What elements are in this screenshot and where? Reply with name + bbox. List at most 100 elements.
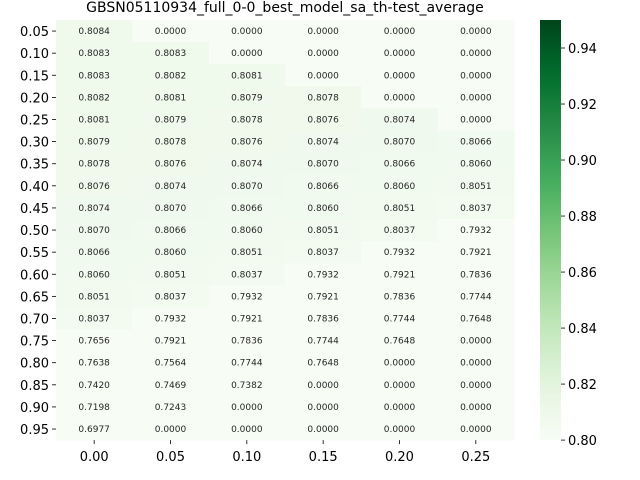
cell-label: 0.8074 (78, 204, 110, 214)
cell-label: 0.8066 (384, 160, 416, 170)
cell-label: 0.0000 (460, 71, 492, 81)
heatmap-cell (132, 307, 210, 331)
heatmap-cell (284, 395, 362, 419)
cell-label: 0.7932 (231, 292, 263, 302)
cell-label: 0.8070 (384, 138, 416, 148)
cell-label: 0.8066 (155, 226, 187, 236)
heatmap-cell (361, 329, 439, 353)
heatmap-cell (284, 196, 362, 220)
heatmap-cell (208, 42, 286, 65)
cell-label: 0.8074 (307, 138, 339, 148)
colorbar: 0.80 0.82 0.84 0.86 0.88 0.90 0.92 0.94 (540, 20, 597, 449)
heatmap-cell (361, 64, 439, 87)
heatmap-cell (208, 263, 286, 286)
heatmap-cell (208, 86, 286, 109)
cell-label: 0.8081 (155, 93, 187, 103)
heatmap-cell (361, 307, 439, 331)
heatmap-cell (56, 263, 133, 286)
heatmap-cell (284, 130, 362, 154)
cell-label: 0.0000 (460, 115, 492, 125)
cell-label: 0.7198 (78, 403, 110, 413)
cell-label: 0.8051 (307, 226, 339, 236)
heatmap-cell (208, 395, 286, 419)
heatmap-cell (208, 152, 286, 176)
y-tick-label: 0.55 (20, 246, 49, 261)
cell-label: 0.7243 (155, 403, 187, 413)
cell-label: 0.0000 (384, 381, 416, 391)
heatmap-cell (132, 174, 210, 198)
heatmap-cell (132, 417, 210, 441)
heatmap-cell (284, 64, 362, 87)
cell-label: 0.8078 (307, 93, 339, 103)
cell-label: 0.0000 (460, 425, 492, 435)
heatmap-cell (284, 417, 362, 441)
cell-label: 0.8037 (231, 270, 263, 280)
heatmap-cell (361, 20, 439, 43)
cell-label: 0.0000 (384, 403, 416, 413)
cell-label: 0.8037 (155, 292, 187, 302)
cell-label: 0.8078 (231, 115, 263, 125)
x-tick-label: 0.20 (385, 450, 414, 465)
cell-label: 0.8082 (78, 93, 110, 103)
y-tick-label: 0.30 (20, 136, 49, 151)
colorbar-tick-label: 0.90 (568, 154, 597, 169)
cell-label: 0.0000 (307, 27, 339, 37)
x-tick-label: 0.05 (156, 450, 185, 465)
heatmap-cell (132, 241, 210, 264)
heatmap-cell (132, 20, 210, 43)
x-tick-label: 0.00 (80, 450, 109, 465)
cell-label: 0.8070 (307, 160, 339, 170)
heatmap-cell (132, 329, 210, 353)
cell-label: 0.8051 (460, 182, 492, 192)
heatmap-cell (56, 64, 133, 87)
heatmap-cell (284, 373, 362, 397)
cell-label: 0.8066 (231, 204, 263, 214)
heatmap-cell (361, 86, 439, 109)
cell-label: 0.8037 (460, 204, 492, 214)
heatmap-cell (56, 108, 133, 132)
cell-label: 0.7564 (155, 359, 187, 369)
colorbar-tick-label: 0.82 (568, 378, 597, 393)
cell-label: 0.8060 (155, 248, 187, 258)
cell-label: 0.8083 (155, 49, 187, 59)
cell-label: 0.8070 (78, 226, 110, 236)
heatmap-cell (284, 241, 362, 264)
colorbar-tick-label: 0.92 (568, 98, 597, 113)
heatmap-cell (208, 108, 286, 132)
y-tick-label: 0.50 (20, 224, 49, 239)
cell-label: 0.7469 (155, 381, 187, 391)
heatmap-cell (437, 174, 515, 198)
heatmap-cell (208, 351, 286, 375)
heatmap-cell (56, 152, 133, 176)
cell-label: 0.8060 (307, 204, 339, 214)
cell-label: 0.7921 (307, 292, 339, 302)
cell-label: 0.8079 (155, 115, 187, 125)
heatmap-cell (56, 218, 133, 242)
cell-label: 0.8076 (231, 138, 263, 148)
cell-label: 0.8074 (231, 160, 263, 170)
cell-label: 0.0000 (460, 93, 492, 103)
heatmap-cell (56, 130, 133, 154)
cell-label: 0.0000 (384, 27, 416, 37)
heatmap-cell (284, 174, 362, 198)
heatmap-cell (132, 218, 210, 242)
cell-label: 0.0000 (231, 403, 263, 413)
y-tick-label: 0.45 (20, 202, 49, 217)
cell-label: 0.8078 (155, 138, 187, 148)
colorbar-gradient (540, 20, 561, 441)
heatmap-cell (361, 263, 439, 286)
cell-label: 0.8037 (307, 248, 339, 258)
colorbar-tick-label: 0.86 (568, 266, 597, 281)
heatmap-cell (437, 351, 515, 375)
cell-label: 0.8066 (460, 138, 492, 148)
heatmap-cell (361, 218, 439, 242)
heatmap-cell (284, 20, 362, 43)
cell-label: 0.8076 (78, 182, 110, 192)
cell-label: 0.0000 (231, 425, 263, 435)
cell-label: 0.0000 (460, 337, 492, 347)
heatmap-cells: 0.8084 0.0000 0.0000 0.0000 0.0000 0.0000 0.80… (56, 20, 515, 441)
cell-label: 0.7744 (231, 359, 263, 369)
heatmap-cell (56, 174, 133, 198)
y-tick-label: 0.80 (20, 357, 49, 372)
